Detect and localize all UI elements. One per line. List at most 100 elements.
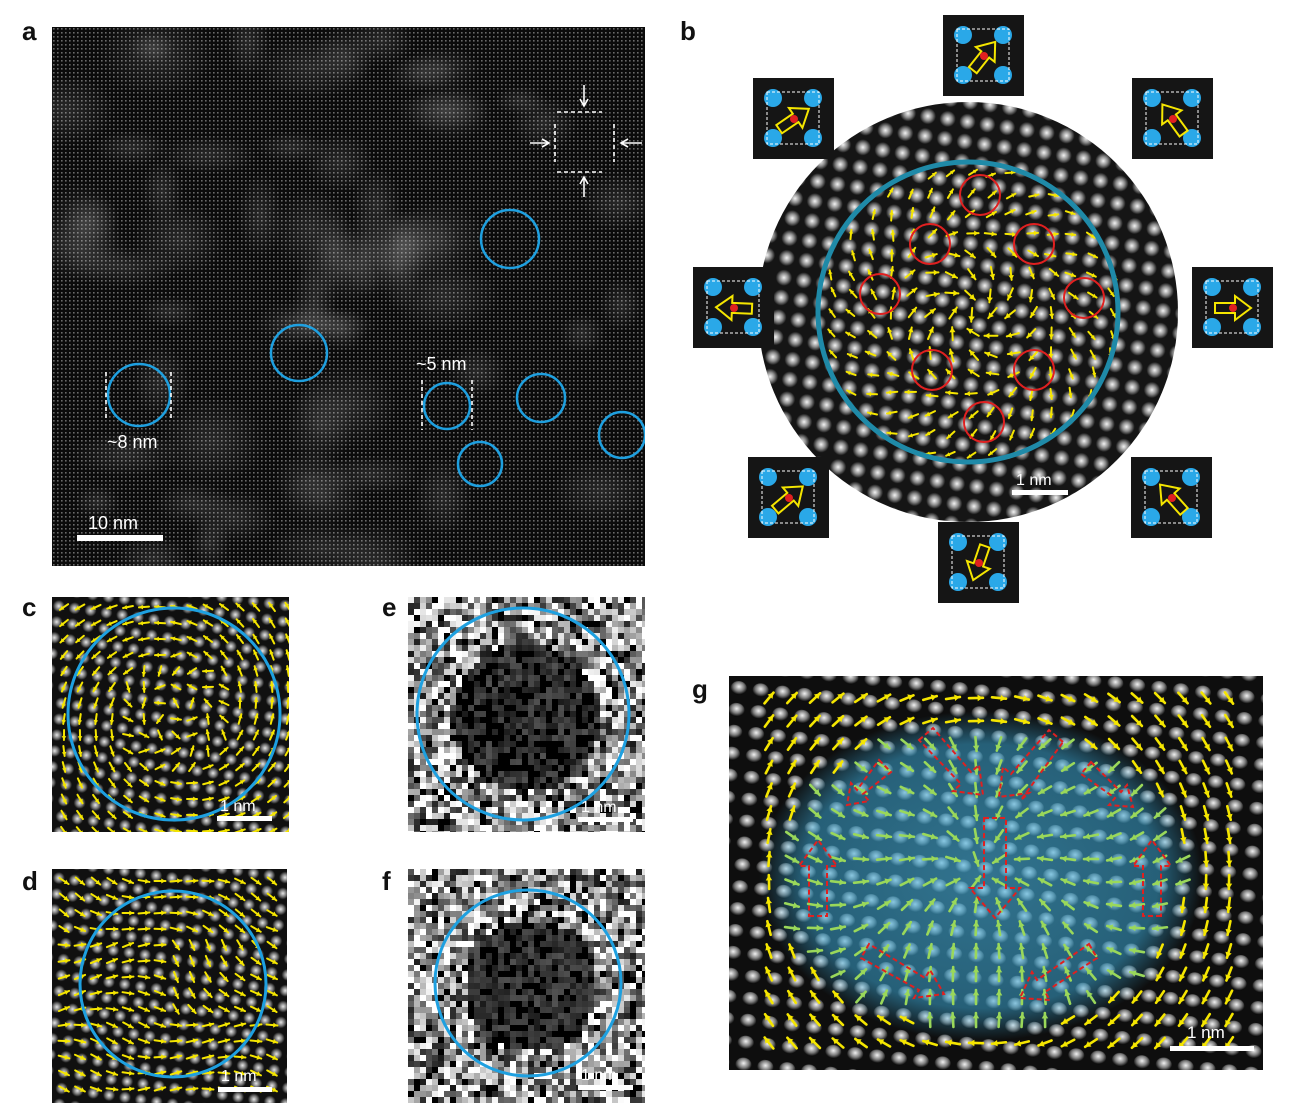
dipole-arrow (235, 746, 245, 756)
dipole-arrow (265, 1022, 279, 1028)
dipole-arrow (945, 368, 956, 380)
dipole-arrow (233, 1070, 247, 1076)
dipole-arrow (138, 604, 150, 610)
core-circle (909, 223, 951, 265)
vortex-circle (479, 208, 541, 270)
dipole-arrow (899, 785, 915, 795)
dipole-arrow (219, 634, 229, 644)
dipole-arrow (927, 942, 934, 960)
dipole-arrow (1063, 966, 1073, 982)
dipole-arrow (205, 713, 211, 725)
dipole-arrow (1107, 287, 1115, 298)
dipole-arrow (1200, 1012, 1212, 1028)
dipole-arrow (990, 694, 1008, 702)
dipole-arrow (1107, 784, 1121, 796)
dipole-arrow (153, 1022, 167, 1028)
dipole-arrow (283, 812, 289, 820)
dipole-arrow (765, 804, 773, 822)
dipole-arrow (253, 665, 259, 677)
dipole-arrow (830, 969, 846, 979)
dipole-arrow (972, 1011, 980, 1029)
dipole-arrow (1013, 717, 1031, 725)
dipole-arrow (1225, 850, 1233, 868)
dipole-arrow (1200, 713, 1212, 729)
dipole-arrow (250, 795, 262, 803)
dipole-arrow (1015, 807, 1029, 819)
dipole-arrow (1048, 346, 1054, 360)
dipole-arrow (74, 1069, 86, 1077)
dipole-arrow (266, 1053, 278, 1061)
dipole-arrow (75, 826, 83, 832)
dipole-arrow (1006, 287, 1014, 301)
dipole-arrow (268, 633, 276, 645)
dipole-arrow (1060, 716, 1076, 726)
dipole-arrow (827, 328, 836, 338)
dipole-arrow (141, 665, 147, 677)
unit-cell-insets (693, 15, 1273, 603)
dipole-arrow (235, 955, 245, 967)
dipole-arrow (123, 794, 133, 804)
dipole-arrow (57, 1022, 71, 1028)
dipole-arrow (137, 974, 151, 980)
scale-bar (218, 1087, 272, 1092)
dipole-arrow (170, 652, 182, 658)
dipole-arrow (852, 855, 870, 863)
dipole-arrow (106, 877, 118, 885)
dipole-arrow (91, 666, 101, 676)
dipole-arrow (89, 1022, 103, 1028)
dipole-arrow (972, 851, 980, 867)
dipole-arrow (90, 1053, 102, 1061)
dipole-arrow (218, 603, 230, 611)
vortex-circle (78, 889, 268, 1079)
dipole-arrow (927, 368, 937, 380)
dipole-arrow (1225, 942, 1233, 960)
dipole-arrow (138, 1021, 150, 1029)
dipole-arrow (1225, 782, 1233, 798)
dipole-arrow (74, 909, 86, 917)
dipole-arrow (1130, 1036, 1144, 1050)
dipole-arrow (169, 1038, 183, 1044)
dipole-arrow (1151, 924, 1169, 932)
dipole-arrow (235, 634, 245, 644)
dipole-arrow (185, 1022, 199, 1028)
dipole-arrow (61, 697, 67, 709)
dipole-arrow (121, 1054, 135, 1060)
dipole-arrow (1128, 970, 1146, 978)
dipole-arrow (1048, 268, 1060, 277)
dipole-arrow (986, 246, 997, 258)
dipole-arrow (987, 448, 998, 456)
dipole-arrow (218, 763, 230, 771)
dipole-arrow (186, 667, 198, 675)
dipole-arrow (74, 603, 86, 611)
dipole-arrow (137, 910, 151, 916)
dipole-arrow (1037, 1039, 1053, 1047)
dipole-arrow (808, 691, 822, 705)
dipole-arrow (907, 413, 920, 419)
panel-g: 1 nm (729, 676, 1263, 1070)
dipole-arrow (109, 697, 115, 709)
dipole-arrow (949, 965, 957, 983)
dipole-arrow (763, 1012, 775, 1028)
dipole-arrow (89, 1086, 103, 1092)
dipole-arrow (74, 619, 86, 627)
dipole-arrow (1130, 714, 1144, 728)
dipole-arrow (74, 892, 86, 902)
dipole-arrow (966, 230, 980, 236)
dipole-arrow (57, 1069, 71, 1077)
dipole-arrow (121, 1070, 135, 1076)
dipole-arrow (234, 989, 246, 997)
dipole-arrow (788, 943, 796, 959)
dipole-arrow (153, 958, 167, 964)
dipole-arrow (202, 668, 214, 674)
dipole-arrow (1083, 900, 1099, 910)
dipole-arrow (92, 793, 100, 805)
dipole-arrow (765, 919, 772, 937)
dipole-arrow (105, 1070, 119, 1076)
size-annotation-5nm: ~5 nm (416, 354, 467, 374)
dipole-arrow (266, 1004, 278, 1014)
dipole-arrow (1065, 251, 1078, 257)
dipole-arrow (853, 808, 869, 818)
dipole-arrow (269, 649, 275, 661)
dipole-arrow (1047, 212, 1060, 218)
dipole-arrow (169, 1070, 183, 1076)
